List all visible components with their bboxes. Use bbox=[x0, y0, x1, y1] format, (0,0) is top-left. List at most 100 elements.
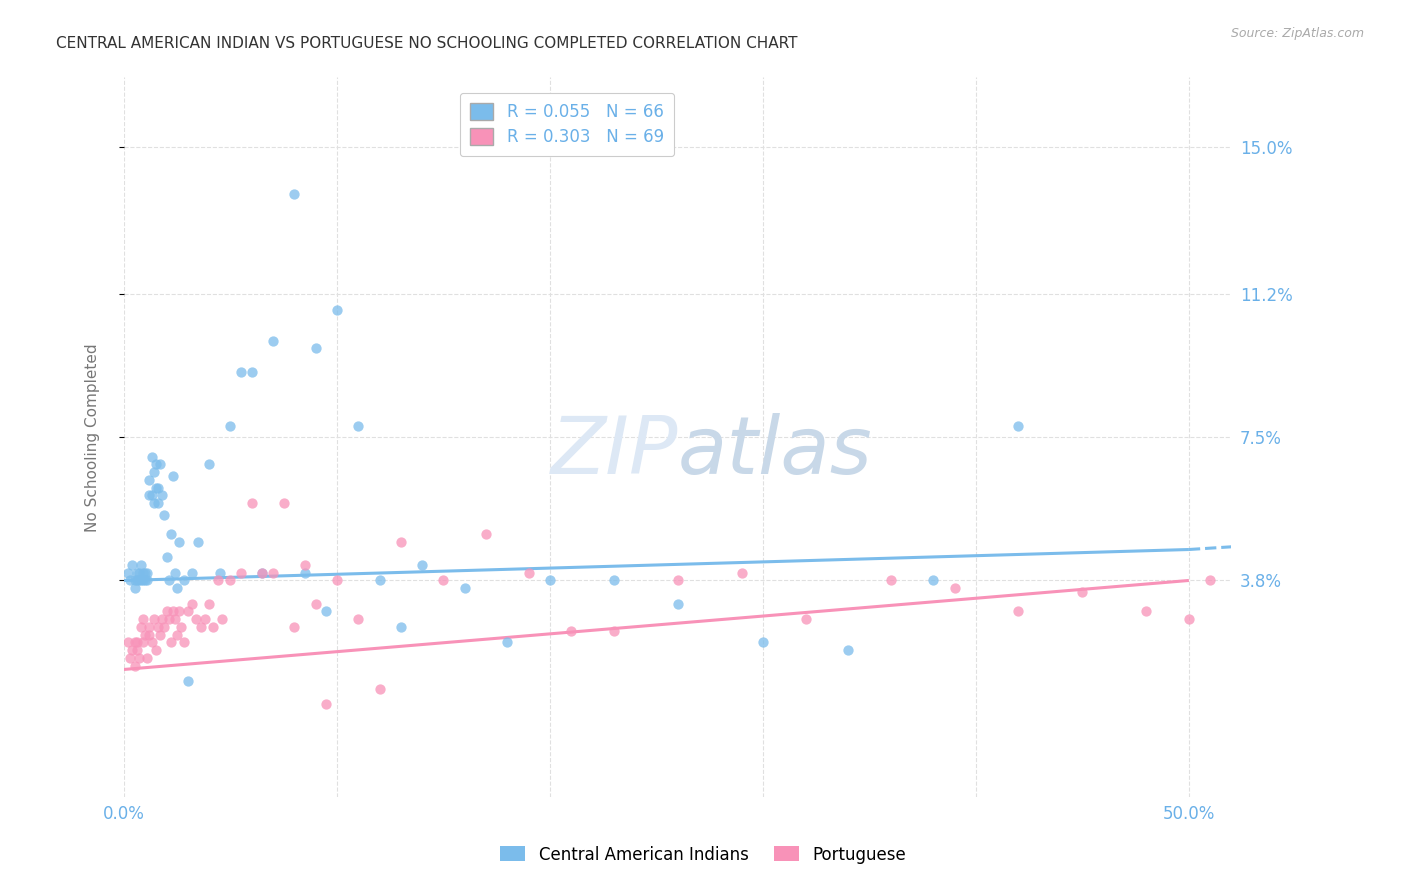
Legend: R = 0.055   N = 66, R = 0.303   N = 69: R = 0.055 N = 66, R = 0.303 N = 69 bbox=[460, 93, 673, 156]
Point bbox=[211, 612, 233, 626]
Point bbox=[124, 658, 146, 673]
Point bbox=[315, 604, 337, 618]
Point bbox=[347, 418, 370, 433]
Point bbox=[150, 612, 173, 626]
Point bbox=[136, 574, 159, 588]
Point bbox=[124, 581, 146, 595]
Text: CENTRAL AMERICAN INDIAN VS PORTUGUESE NO SCHOOLING COMPLETED CORRELATION CHART: CENTRAL AMERICAN INDIAN VS PORTUGUESE NO… bbox=[56, 36, 797, 51]
Point bbox=[155, 550, 177, 565]
Text: Source: ZipAtlas.com: Source: ZipAtlas.com bbox=[1230, 27, 1364, 40]
Point bbox=[166, 581, 188, 595]
Point bbox=[219, 574, 242, 588]
Point bbox=[142, 496, 165, 510]
Point bbox=[181, 566, 204, 580]
Point bbox=[368, 681, 391, 696]
Point bbox=[145, 481, 167, 495]
Point bbox=[149, 627, 172, 641]
Point bbox=[138, 627, 160, 641]
Point bbox=[294, 566, 316, 580]
Point bbox=[207, 574, 229, 588]
Point bbox=[169, 534, 191, 549]
Point bbox=[146, 496, 169, 510]
Point bbox=[141, 635, 163, 649]
Point bbox=[181, 597, 204, 611]
Point bbox=[129, 558, 152, 572]
Point bbox=[283, 620, 305, 634]
Point bbox=[880, 574, 903, 588]
Point bbox=[229, 566, 252, 580]
Point bbox=[141, 488, 163, 502]
Point bbox=[389, 534, 412, 549]
Point bbox=[153, 508, 176, 522]
Point bbox=[129, 574, 152, 588]
Point bbox=[141, 450, 163, 464]
Point bbox=[121, 643, 143, 657]
Point bbox=[1071, 585, 1094, 599]
Point bbox=[134, 566, 156, 580]
Point bbox=[229, 364, 252, 378]
Point bbox=[132, 612, 155, 626]
Point bbox=[124, 574, 146, 588]
Point bbox=[138, 620, 160, 634]
Point bbox=[304, 597, 326, 611]
Point bbox=[138, 488, 160, 502]
Point bbox=[240, 496, 263, 510]
Point bbox=[169, 604, 191, 618]
Point bbox=[150, 488, 173, 502]
Point bbox=[252, 566, 274, 580]
Point bbox=[163, 612, 186, 626]
Point bbox=[943, 581, 966, 595]
Point bbox=[240, 364, 263, 378]
Point bbox=[347, 612, 370, 626]
Point bbox=[1199, 574, 1222, 588]
Point bbox=[315, 698, 337, 712]
Point bbox=[173, 635, 195, 649]
Point bbox=[117, 635, 139, 649]
Point bbox=[666, 574, 689, 588]
Point bbox=[134, 627, 156, 641]
Point bbox=[208, 566, 231, 580]
Point bbox=[603, 574, 626, 588]
Point bbox=[1178, 612, 1201, 626]
Point bbox=[145, 458, 167, 472]
Point bbox=[837, 643, 859, 657]
Point bbox=[124, 635, 146, 649]
Point bbox=[922, 574, 945, 588]
Point bbox=[162, 469, 184, 483]
Point bbox=[132, 574, 155, 588]
Point bbox=[117, 566, 139, 580]
Point bbox=[752, 635, 775, 649]
Point bbox=[157, 574, 180, 588]
Y-axis label: No Schooling Completed: No Schooling Completed bbox=[86, 343, 100, 532]
Point bbox=[120, 574, 142, 588]
Point bbox=[198, 458, 221, 472]
Point bbox=[1007, 604, 1029, 618]
Point bbox=[128, 650, 150, 665]
Point bbox=[132, 566, 155, 580]
Point bbox=[411, 558, 433, 572]
Point bbox=[155, 604, 177, 618]
Point bbox=[190, 620, 212, 634]
Legend: Central American Indians, Portuguese: Central American Indians, Portuguese bbox=[494, 839, 912, 871]
Point bbox=[368, 574, 391, 588]
Point bbox=[1007, 418, 1029, 433]
Point bbox=[162, 604, 184, 618]
Point bbox=[1135, 604, 1157, 618]
Point bbox=[283, 186, 305, 201]
Point bbox=[730, 566, 752, 580]
Point bbox=[198, 597, 221, 611]
Point bbox=[132, 635, 155, 649]
Point bbox=[496, 635, 519, 649]
Point bbox=[157, 612, 180, 626]
Text: ZIP: ZIP bbox=[550, 413, 678, 491]
Point bbox=[125, 635, 148, 649]
Text: atlas: atlas bbox=[678, 413, 873, 491]
Point bbox=[273, 496, 295, 510]
Point bbox=[121, 558, 143, 572]
Point bbox=[128, 566, 150, 580]
Point bbox=[187, 534, 209, 549]
Point bbox=[794, 612, 817, 626]
Point bbox=[129, 620, 152, 634]
Point bbox=[202, 620, 225, 634]
Point bbox=[294, 558, 316, 572]
